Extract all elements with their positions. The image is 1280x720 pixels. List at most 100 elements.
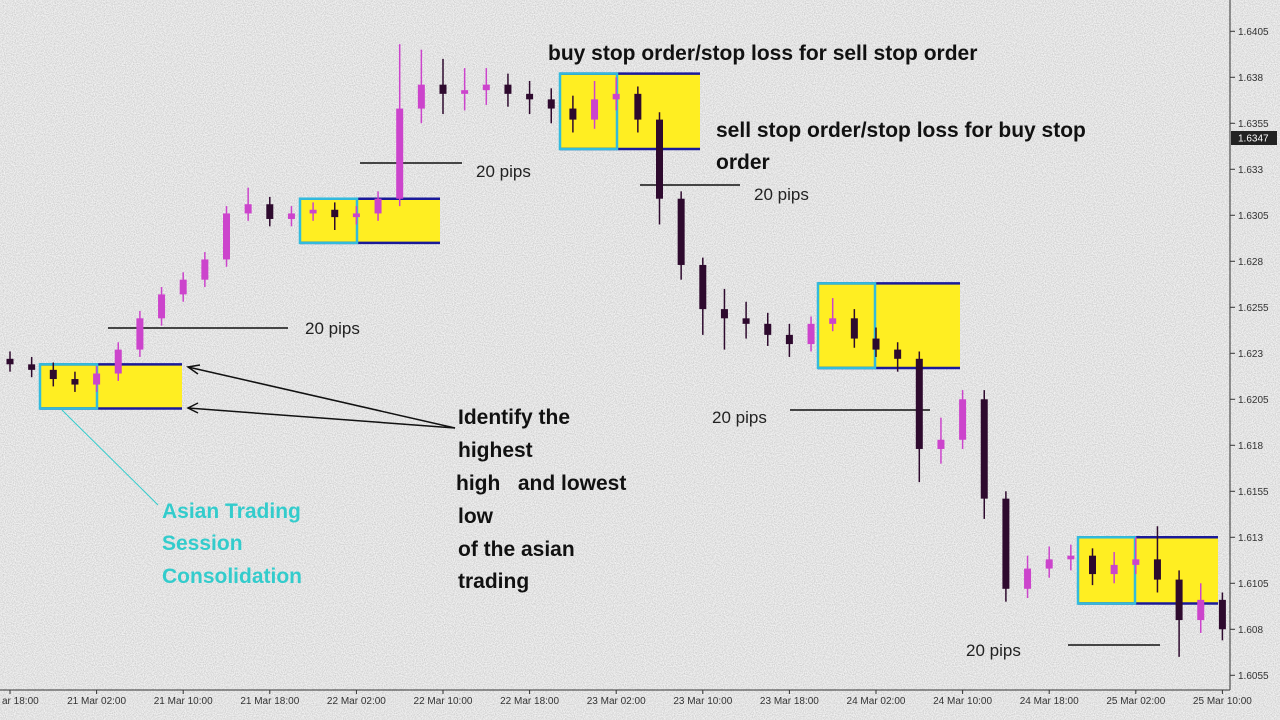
- session-box: [558, 72, 619, 151]
- candle-body: [396, 108, 404, 199]
- candle-body: [612, 93, 620, 100]
- x-tick-label: 24 Mar 18:00: [1020, 696, 1079, 707]
- annotation: highest: [458, 439, 533, 462]
- candle-body: [656, 119, 663, 199]
- candle-body: [569, 108, 577, 120]
- candle-body: [136, 318, 144, 350]
- candle-body: [374, 198, 382, 214]
- candle-body: [872, 338, 880, 350]
- candle-body: [547, 99, 555, 109]
- candle-body: [93, 373, 101, 385]
- session-box: [816, 282, 877, 370]
- y-tick-label: 1.6355: [1238, 119, 1269, 130]
- zone: [818, 283, 960, 368]
- candle-body: [287, 213, 295, 219]
- candle-body: [6, 358, 14, 365]
- x-tick-label: 24 Mar 10:00: [933, 696, 992, 707]
- zone: [560, 73, 700, 150]
- candle-body: [959, 399, 967, 440]
- candle-body: [179, 279, 187, 295]
- y-tick-label: 1.6405: [1238, 27, 1269, 38]
- candle-body: [1067, 555, 1075, 560]
- candle-body: [114, 349, 122, 374]
- annotation: high and lowest: [456, 472, 626, 495]
- y-tick-label: 1.628: [1238, 257, 1263, 268]
- x-tick-label: 23 Mar 02:00: [587, 696, 646, 707]
- x-tick-label: 22 Mar 18:00: [500, 696, 559, 707]
- candle-body: [331, 209, 339, 218]
- annotation: order: [716, 151, 770, 174]
- candle-body: [482, 84, 490, 91]
- candle-body: [1175, 579, 1183, 621]
- session-box: [1076, 536, 1137, 605]
- zone: [1078, 537, 1218, 604]
- x-tick-label: 24 Mar 02:00: [847, 696, 906, 707]
- x-tick-label: 22 Mar 02:00: [327, 696, 386, 707]
- candle-body: [1197, 599, 1205, 621]
- candle-body: [439, 84, 447, 94]
- candle-body: [504, 84, 512, 94]
- candle-body: [807, 323, 815, 345]
- x-tick-label: 21 Mar 10:00: [154, 696, 213, 707]
- y-tick-label: 1.618: [1238, 441, 1263, 452]
- candle-body: [1045, 559, 1053, 569]
- x-tick-label: 21 Mar 02:00: [67, 696, 126, 707]
- x-tick-label: 22 Mar 10:00: [414, 696, 473, 707]
- arrow-head: [186, 402, 199, 414]
- candle-body: [915, 358, 923, 449]
- candle-body: [634, 93, 642, 120]
- candle-body: [244, 204, 252, 214]
- arrow: [187, 366, 456, 429]
- candle-body: [980, 399, 988, 499]
- pips-label: 20 pips: [966, 641, 1021, 660]
- y-tick-label: 1.6255: [1238, 303, 1269, 314]
- y-tick-label: 1.6205: [1238, 395, 1269, 406]
- x-tick-label: 25 Mar 02:00: [1106, 696, 1165, 707]
- x-tick-label: 23 Mar 10:00: [673, 696, 732, 707]
- candle-body: [1002, 498, 1010, 589]
- arrow: [187, 407, 456, 429]
- candle-body: [720, 309, 728, 319]
- annotation: Session: [162, 532, 243, 555]
- annotation: Consolidation: [162, 565, 302, 588]
- zone: [40, 364, 182, 409]
- candle-body: [764, 323, 772, 335]
- y-tick-label: 1.633: [1238, 165, 1263, 176]
- candle-body: [1024, 568, 1032, 589]
- candle-body: [201, 259, 209, 280]
- y-tick-label: 1.638: [1238, 73, 1263, 84]
- annotation: of the asian: [458, 538, 575, 561]
- candle-body: [461, 90, 469, 94]
- candle-body: [1089, 555, 1096, 575]
- annotation: Asian Trading: [162, 500, 301, 523]
- candle-body: [1153, 559, 1161, 580]
- candle-body: [937, 439, 945, 449]
- pips-label: 20 pips: [712, 408, 767, 427]
- x-tick-label: ar 18:00: [2, 696, 39, 707]
- y-tick-label: 1.6105: [1238, 579, 1269, 590]
- y-tick-label: 1.6305: [1238, 211, 1269, 222]
- candle-body: [309, 209, 317, 214]
- zone: [300, 198, 440, 243]
- y-tick-label: 1.6055: [1238, 671, 1269, 682]
- annotation: buy stop order/stop loss for sell stop o…: [548, 42, 977, 65]
- pips-label: 20 pips: [476, 162, 531, 181]
- candle-body: [677, 198, 685, 265]
- x-tick-label: 25 Mar 10:00: [1193, 696, 1252, 707]
- candle-body: [1110, 564, 1118, 575]
- candle-body: [894, 349, 902, 359]
- candle-body: [829, 318, 837, 324]
- y-tick-label: 1.608: [1238, 625, 1263, 636]
- pips-label: 20 pips: [305, 319, 360, 338]
- y-tick-label: 1.613: [1238, 533, 1263, 544]
- candle-body: [28, 364, 36, 370]
- candle-body: [1218, 599, 1226, 630]
- last-price-label: 1.6347: [1238, 134, 1269, 145]
- candle-body: [71, 379, 79, 385]
- candle-body: [526, 93, 534, 100]
- candle-body: [49, 369, 57, 380]
- annotation: Identify the: [458, 406, 570, 429]
- annotation: trading: [458, 570, 529, 593]
- x-tick-label: 21 Mar 18:00: [240, 696, 299, 707]
